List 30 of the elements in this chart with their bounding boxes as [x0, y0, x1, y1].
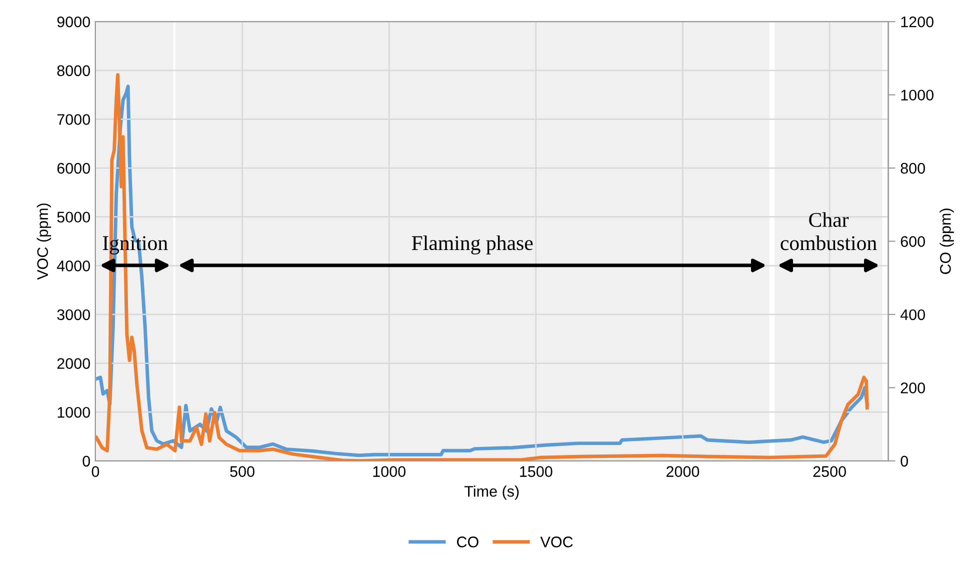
x-tick-label: 1500: [520, 466, 552, 477]
band-label: Flaming phase: [412, 235, 533, 254]
y-tick-label: 1000: [58, 406, 90, 418]
y-tick-label: 3000: [57, 309, 90, 320]
y2-tick-label: 1200: [901, 16, 934, 28]
y-tick-label: 9000: [57, 16, 90, 28]
y2-tick-label: 1000: [901, 90, 934, 101]
x-tick-label: 0: [92, 466, 100, 477]
y2-tick-label: 0: [900, 456, 908, 467]
legend-label: CO: [456, 536, 478, 548]
x-tick-label: 2500: [813, 466, 846, 477]
y2-axis-title: CO (ppm): [940, 208, 954, 274]
y2-tick-label: 200: [900, 382, 925, 394]
y-tick-label: 8000: [57, 65, 90, 76]
legend-label: VOC: [540, 536, 573, 548]
y2-tick-label: 600: [900, 236, 925, 247]
y-tick-label: 7000: [57, 114, 90, 125]
x-tick-label: 2000: [666, 466, 700, 477]
y-axis-title: VOC (ppm): [36, 204, 52, 280]
y2-tick-label: 800: [900, 162, 925, 174]
y2-tick-label: 400: [900, 309, 925, 320]
y-tick-label: 4000: [56, 260, 90, 272]
band-label: Char combustion: [780, 212, 877, 250]
y-tick-label: 0: [82, 456, 90, 467]
x-tick-label: 500: [230, 466, 254, 477]
y-tick-label: 2000: [57, 358, 90, 369]
y-tick-label: 5000: [57, 212, 90, 223]
x-axis-title: Time (s): [464, 486, 519, 500]
y-tick-label: 6000: [57, 162, 90, 174]
x-tick-label: 1000: [373, 466, 406, 477]
